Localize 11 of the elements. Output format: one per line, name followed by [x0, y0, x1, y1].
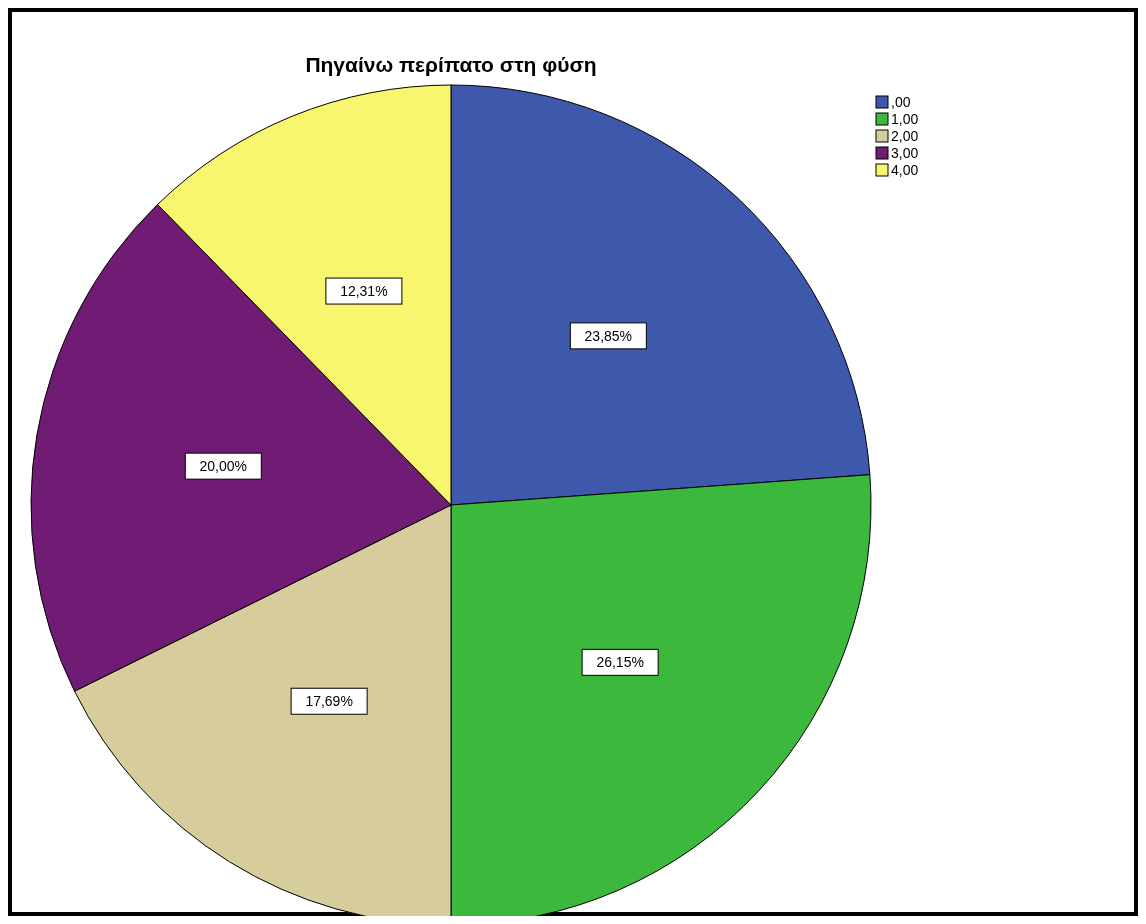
data-label: 26,15% — [596, 654, 644, 671]
legend-label: ,00 — [891, 94, 911, 110]
legend-label: 1,00 — [891, 111, 919, 127]
data-label: 12,31% — [340, 283, 388, 300]
legend-label: 2,00 — [891, 128, 919, 144]
data-label: 23,85% — [584, 327, 633, 344]
data-label: 17,69% — [305, 693, 353, 710]
chart-title: Πηγαίνω περίπατο στη φύση — [305, 53, 597, 76]
data-label: 20,00% — [199, 458, 248, 475]
legend-label: 3,00 — [891, 145, 919, 161]
legend-label: 4,00 — [891, 162, 919, 178]
